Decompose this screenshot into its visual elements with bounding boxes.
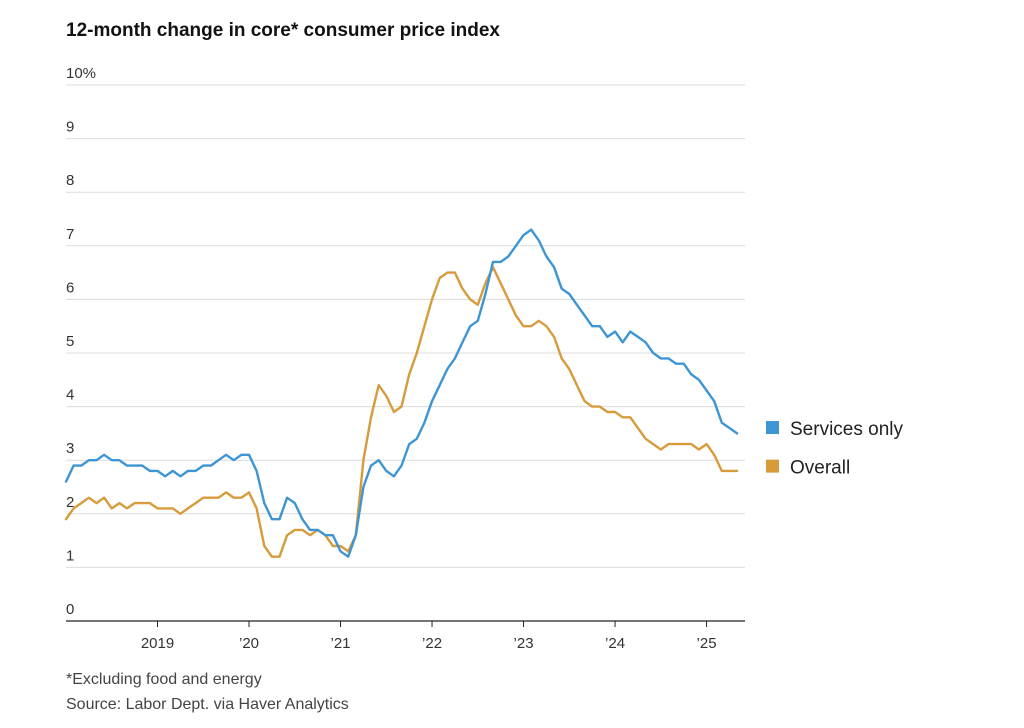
- series-line-overall: [64, 266, 739, 558]
- y-tick-label: 4: [66, 387, 74, 404]
- source-note: Source: Labor Dept. via Haver Analytics: [66, 696, 349, 713]
- series-line-services-only: [64, 228, 739, 558]
- x-tick-label: ’21: [331, 635, 351, 652]
- y-tick-label: 2: [66, 494, 74, 511]
- x-tick-label: ’20: [239, 635, 259, 652]
- legend: Services only Overall: [766, 419, 903, 479]
- y-tick-label: 0: [66, 601, 74, 618]
- y-tick-label: 1: [66, 547, 74, 564]
- y-axis-tick-labels: 0 1 2 3 4 5 6 7 8 9 10%: [66, 65, 96, 618]
- legend-swatch: [766, 421, 779, 435]
- y-tick-label: 5: [66, 333, 74, 350]
- legend-swatch: [766, 459, 779, 473]
- chart-title: 12-month change in core* consumer price …: [66, 20, 500, 41]
- x-tick-label: 2019: [141, 635, 174, 652]
- legend-label: Services only: [790, 419, 903, 440]
- footnote: *Excluding food and energy: [66, 671, 262, 688]
- x-axis: 2019 ’20 ’21 ’22 ’23 ’24 ’25: [66, 620, 745, 652]
- y-tick-label: 7: [66, 226, 74, 243]
- x-tick-label: ’23: [514, 635, 534, 652]
- legend-label: Overall: [790, 458, 850, 479]
- y-tick-label: 6: [66, 279, 74, 296]
- y-tick-label: 3: [66, 440, 74, 457]
- series-lines: [64, 228, 739, 558]
- y-tick-label: 8: [66, 172, 74, 189]
- y-tick-label: 9: [66, 119, 74, 136]
- x-tick-label: ’24: [605, 635, 625, 652]
- x-tick-label: ’22: [422, 635, 442, 652]
- x-tick-label: ’25: [697, 635, 717, 652]
- y-tick-label: 10%: [66, 65, 96, 82]
- gridlines: [66, 84, 745, 568]
